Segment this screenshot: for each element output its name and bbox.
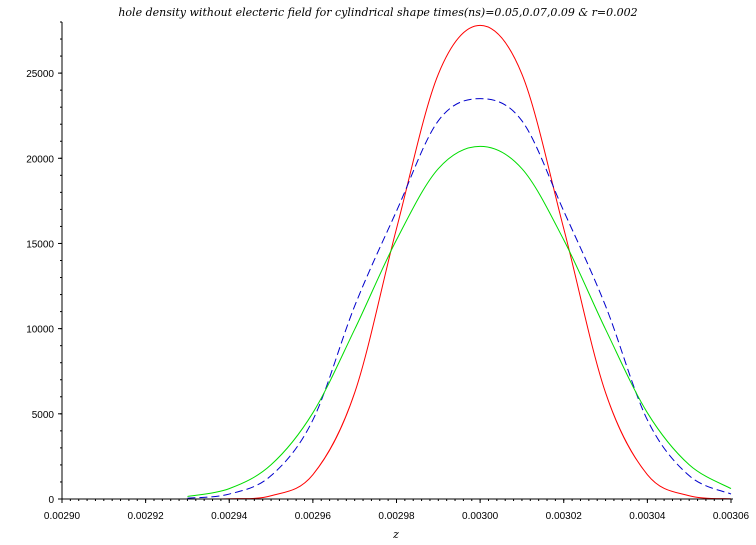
y-tick-label: 5000 [32, 410, 55, 421]
y-tick-label: 20000 [26, 154, 54, 165]
x-ticks: 0.00290 0.00292 0.00294 0.00296 0.00298 0.003… [44, 499, 750, 522]
x-tick-label: 0.00300 [462, 511, 499, 522]
x-tick-label: 0.00304 [629, 511, 666, 522]
x-tick-label: 0.00292 [128, 511, 165, 522]
y-tick-label: 25000 [26, 69, 54, 80]
series-group [187, 24, 732, 500]
x-tick-label: 0.00306 [713, 511, 750, 522]
y-tick-label: 15000 [26, 239, 54, 250]
x-tick-label: 0.00302 [546, 511, 583, 522]
y-ticks: 0 5000 10000 15000 20000 25000 [26, 21, 62, 506]
series-line-2 [187, 98, 732, 499]
y-tick-label: 10000 [26, 325, 54, 336]
series-line-3 [187, 145, 732, 497]
series-line-1 [187, 24, 732, 500]
chart-title: hole density without electeric field for… [118, 6, 637, 19]
x-tick-label: 0.00290 [44, 511, 81, 522]
y-tick-label: 0 [48, 495, 54, 506]
x-tick-label: 0.00294 [211, 511, 248, 522]
x-tick-label: 0.00298 [378, 511, 415, 522]
x-axis-label: z [392, 528, 399, 541]
x-tick-label: 0.00296 [295, 511, 332, 522]
